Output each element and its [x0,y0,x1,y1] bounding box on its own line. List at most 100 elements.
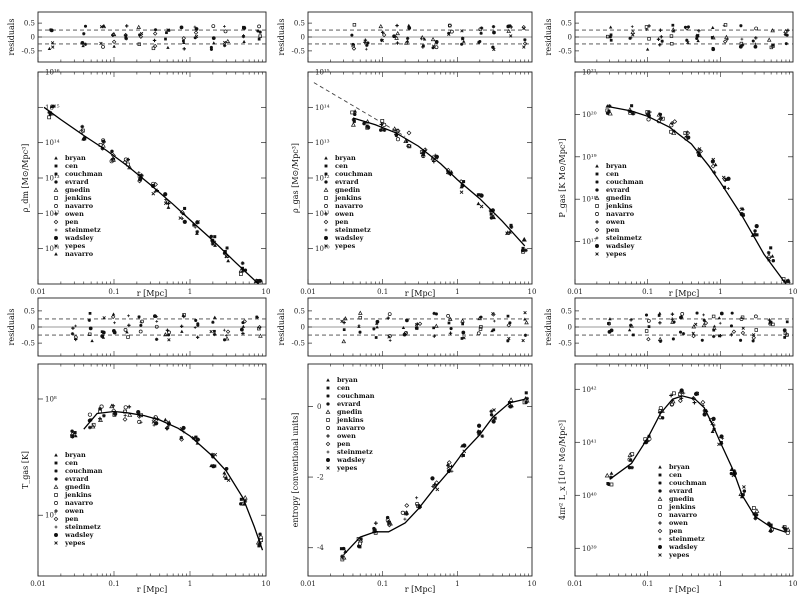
legend-label: couchman [65,170,103,178]
dm-density-panel: 0.5 0 -0.5 residuals 0.01 0.1 1 10 r [Mpc] 10¹⁶ 10… [7,11,270,298]
legend-marker [54,461,58,465]
data-point [110,149,114,154]
residual-point [211,24,216,28]
legend-marker [324,196,328,200]
data-point [658,405,663,411]
legend-label: pen [606,226,620,234]
residual-point [491,311,495,316]
data-point [607,110,613,116]
residual-point [193,25,197,29]
legend-marker [54,252,58,256]
residual-point [113,321,116,325]
residual-point [630,25,634,29]
legend-marker [595,164,599,168]
y-axis-label: entropy [conventional units] [291,413,300,528]
data-point [672,391,676,396]
xray-emissivity-legend: bryancencouchmanevrardgnedinjenkinsnavar… [657,463,707,559]
residual-point [387,312,392,316]
residual-point [388,333,392,338]
data-point [726,186,730,191]
residual-point [350,33,354,37]
x-tick-label: 1 [718,288,722,296]
residual-point [225,329,231,334]
y-tick-label: 10¹³ [315,139,330,147]
legend-marker [658,521,662,525]
legend-marker [324,244,328,248]
residual-point [180,329,184,333]
data-point [70,434,75,439]
residual-point [785,333,789,337]
y-tick-label: 10⁴¹ [582,439,597,447]
legend-label: gnedin [335,186,360,194]
residual-point [212,332,217,337]
gas-density-main-panel: 0.01 0.1 1 10 r [Mpc] 10¹⁵ 10¹⁴ 10¹³ 10¹² 10¹¹ 10¹… [291,69,536,299]
data-point [138,177,143,182]
legend-label: gnedin [337,408,362,416]
residual-point [258,30,262,34]
residual-point [479,31,483,35]
legend-marker [324,180,328,184]
residual-point [678,330,683,334]
y-tick-label: -4 [317,544,324,552]
residual-point [490,329,494,333]
data-point [225,246,229,250]
data-point [395,128,401,134]
residual-point [153,314,157,318]
residual-point [711,314,716,319]
residual-point [405,36,410,41]
residual-point [196,323,200,327]
data-point [183,206,187,210]
residual-point [754,42,757,46]
residual-point [447,321,451,325]
residual-point [658,311,662,315]
data-point [112,412,117,417]
y-tick-label: 10¹⁷ [582,238,597,246]
data-point [753,516,758,521]
legend-label: evrard [65,178,89,186]
data-point [357,541,363,546]
data-point [609,482,614,487]
residual-point [90,339,94,343]
residual-point [506,314,510,318]
model-curve [609,106,787,285]
residual-point [101,24,107,29]
residual-point [751,339,755,343]
residual-point [447,316,453,321]
legend-marker [594,227,600,233]
residual-point [718,333,723,338]
residual-point [782,328,787,333]
residual-point [731,329,737,334]
residual-point [670,41,674,46]
residual-point [671,337,675,341]
data-point [723,177,728,181]
data-point [607,104,612,108]
data-point [710,429,715,433]
residual-point [523,38,527,42]
data-point [682,391,686,395]
residual-tick-label: -0.5 [292,340,306,348]
residual-point [415,321,419,325]
data-point [742,489,747,493]
data-point [342,546,346,551]
y-tick-label: 10⁴² [582,386,597,394]
legend-marker [54,164,58,168]
legend-label: yepes [64,242,86,250]
residual-point [754,36,758,40]
residual-point [646,318,651,323]
residual-point [680,312,685,316]
residual-point [49,28,53,32]
model-curve [352,117,526,247]
data-point [127,404,132,409]
model-curve [43,106,260,285]
legend-label: couchman [606,178,644,186]
residual-point [434,40,439,44]
legend-marker [324,156,328,160]
x-tick-label: 10 [262,580,271,588]
residual-point [342,320,346,325]
data-point [209,463,214,468]
residual-point [702,318,706,322]
legend-marker [54,525,58,529]
residual-point [388,339,392,342]
legend-label: steinmetz [335,226,371,234]
residual-point [658,28,663,32]
